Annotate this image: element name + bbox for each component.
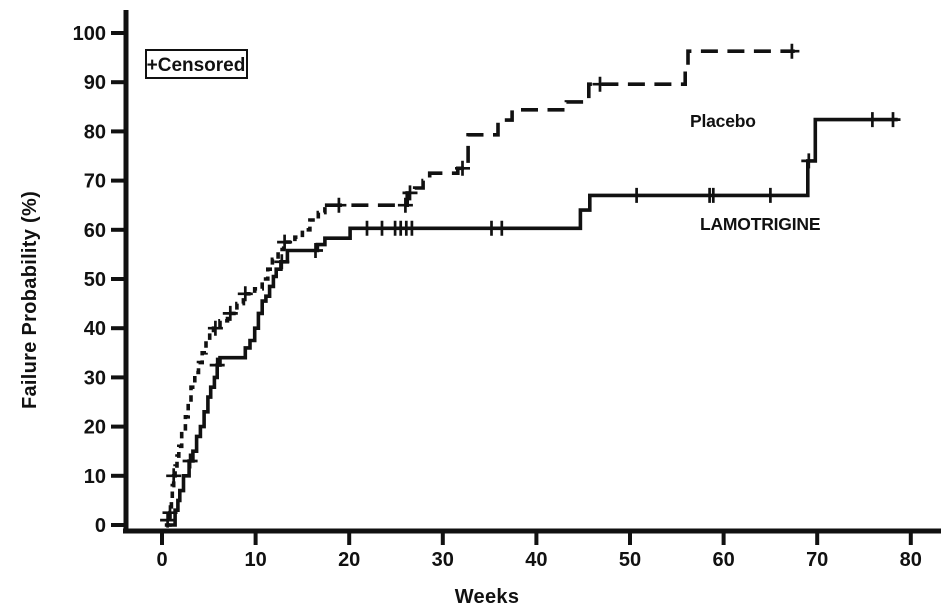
label-lamotrigine: LAMOTRIGINE	[700, 214, 820, 234]
x-tick-label: 0	[156, 549, 167, 571]
y-tick-label: 0	[95, 515, 106, 537]
x-tick-label: 80	[900, 549, 922, 571]
x-tick-label: 70	[806, 549, 828, 571]
x-tick-label: 10	[244, 549, 266, 571]
placebo-censor-marks	[162, 43, 800, 521]
x-tick-label: 60	[712, 549, 734, 571]
series-lamotrigine-curve	[160, 112, 901, 528]
y-axis-ticks: 0 10 20 30 40 50 60 70 80 90 100	[73, 23, 127, 537]
label-placebo: Placebo	[690, 111, 756, 131]
series-placebo-curve	[162, 43, 800, 527]
x-tick-label: 20	[338, 549, 360, 571]
x-axis-ticks: 0 10 20 30 40 50 60 70 80	[156, 531, 922, 571]
y-axis: 0 10 20 30 40 50 60 70 80 90 100	[73, 10, 129, 537]
legend: +Censored	[145, 49, 248, 79]
y-tick-label: 90	[84, 72, 106, 94]
y-tick-label: 60	[84, 220, 106, 242]
y-tick-label: 20	[84, 417, 106, 439]
legend-box	[145, 49, 248, 79]
lamotrigine-censor-marks	[160, 112, 901, 528]
x-axis: 0 10 20 30 40 50 60 70 80	[123, 528, 941, 571]
y-tick-label: 70	[84, 171, 106, 193]
y-tick-label: 80	[84, 121, 106, 143]
y-tick-label: 30	[84, 367, 106, 389]
y-axis-title: Failure Probability (%)	[19, 191, 41, 409]
x-axis-title: Weeks	[455, 586, 520, 608]
x-tick-label: 30	[432, 549, 454, 571]
y-tick-label: 10	[84, 466, 106, 488]
x-tick-label: 40	[525, 549, 547, 571]
y-tick-label: 100	[73, 23, 106, 45]
y-tick-label: 40	[84, 318, 106, 340]
lamotrigine-curve	[167, 117, 898, 527]
y-tick-label: 50	[84, 269, 106, 291]
placebo-curve-late	[324, 49, 795, 207]
legend-label: +Censored	[147, 55, 246, 76]
x-tick-label: 50	[619, 549, 641, 571]
